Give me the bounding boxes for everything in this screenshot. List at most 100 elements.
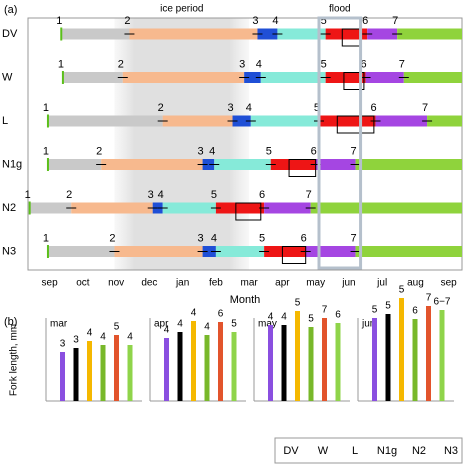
x-tick-label: feb xyxy=(209,278,223,289)
stage-segment xyxy=(365,72,404,83)
stage-segment xyxy=(270,159,316,170)
stage-segment xyxy=(129,28,258,40)
group-title: jun xyxy=(361,319,375,330)
x-tick-label: may xyxy=(306,278,325,289)
stage-segment xyxy=(162,202,216,214)
bar xyxy=(322,318,327,401)
stage-segment xyxy=(427,115,462,127)
bar-label: 4 xyxy=(164,325,170,336)
stage-label: 3 xyxy=(239,58,245,70)
stage-segment xyxy=(260,72,326,83)
stage-label: 7 xyxy=(351,145,357,157)
bar-label: 4 xyxy=(87,328,93,339)
stage-label: 1 xyxy=(43,145,49,157)
bar xyxy=(385,314,391,401)
flood xyxy=(317,16,363,270)
stage-segment xyxy=(214,159,271,170)
stage-label: 3 xyxy=(198,232,204,244)
x-tick-label: mar xyxy=(241,278,259,289)
legend-entry: W xyxy=(318,445,329,457)
bar-label: 5 xyxy=(295,298,301,309)
stage-segment xyxy=(310,202,462,214)
stage-segment xyxy=(250,115,319,127)
legend-entry: L xyxy=(352,445,358,457)
stage-label: 5 xyxy=(211,189,217,201)
bar-label: 5 xyxy=(399,285,405,296)
stage-segment xyxy=(101,159,203,170)
bar-label: 4 xyxy=(268,312,274,323)
bar xyxy=(399,298,404,401)
stage-label: 1 xyxy=(25,189,31,201)
stage-segment xyxy=(114,246,203,257)
stage-segment xyxy=(122,72,245,83)
stage-label: 2 xyxy=(66,189,72,201)
stage-segment xyxy=(202,246,216,257)
stage-label: 5 xyxy=(321,58,327,70)
bar-label: 4 xyxy=(204,322,210,333)
stage-segment xyxy=(29,202,72,214)
bar xyxy=(60,352,65,401)
x-tick-label: sep xyxy=(42,278,59,289)
y-axis-label: Fork length, mm xyxy=(9,324,20,396)
stage-label: 7 xyxy=(392,15,398,27)
stage-segment xyxy=(375,115,428,127)
bar-label: 6 xyxy=(412,306,418,317)
bar xyxy=(335,323,341,401)
bar-label: 6 xyxy=(218,309,224,320)
stage-label: 3 xyxy=(148,189,154,201)
bar-label: 4 xyxy=(100,332,106,343)
box xyxy=(343,72,365,90)
stage-label: 5 xyxy=(266,145,272,157)
stage-segment xyxy=(367,28,398,40)
stage-label: 1 xyxy=(43,102,49,114)
bar-label: 6−7 xyxy=(434,297,451,308)
stage-segment xyxy=(47,159,102,170)
stage-segment xyxy=(232,115,251,127)
bar xyxy=(87,341,92,401)
stage-label: 7 xyxy=(399,58,405,70)
box xyxy=(281,246,307,264)
bar xyxy=(439,310,445,401)
bar xyxy=(426,306,431,401)
stage-segment xyxy=(355,159,462,170)
stage-segment xyxy=(61,28,130,40)
bar xyxy=(127,345,133,401)
x-tick-label: aug xyxy=(407,278,424,289)
stage-segment xyxy=(244,72,261,83)
bar xyxy=(372,318,377,401)
stage-label: 3 xyxy=(252,15,258,27)
stage-label: 3 xyxy=(227,102,233,114)
stage-segment xyxy=(318,115,376,127)
stage-segment xyxy=(47,246,115,257)
bar-label: 4 xyxy=(191,308,197,319)
bar-label: 5 xyxy=(385,301,391,312)
stage-segment xyxy=(403,72,462,83)
stage-segment xyxy=(62,72,123,83)
row-name: N1g xyxy=(2,158,22,170)
bar xyxy=(268,325,273,401)
stage-segment xyxy=(71,202,153,214)
bar-label: 4 xyxy=(127,332,133,343)
stage-label: 3 xyxy=(198,145,204,157)
box xyxy=(235,202,262,221)
x-tick-label: jun xyxy=(341,278,355,289)
x-tick-label: dec xyxy=(141,278,157,289)
stage-segment xyxy=(264,202,311,214)
x-tick-label: sep xyxy=(441,278,458,289)
stage-label: 4 xyxy=(211,232,217,244)
stage-label: 1 xyxy=(43,232,49,244)
stage-label: 6 xyxy=(362,15,368,27)
stage-segment xyxy=(215,246,265,257)
bar-label: 7 xyxy=(426,293,432,304)
stage-label: 1 xyxy=(56,15,62,27)
stage-label: 7 xyxy=(351,232,357,244)
stage-label: 4 xyxy=(256,58,262,70)
x-tick-label: apr xyxy=(275,278,290,289)
row-name: N2 xyxy=(2,202,16,214)
group-title: apr xyxy=(154,319,169,330)
legend-entry: N2 xyxy=(412,445,426,457)
row-name: DV xyxy=(2,28,18,40)
stage-label: 6 xyxy=(370,102,376,114)
stage-segment xyxy=(325,28,368,40)
